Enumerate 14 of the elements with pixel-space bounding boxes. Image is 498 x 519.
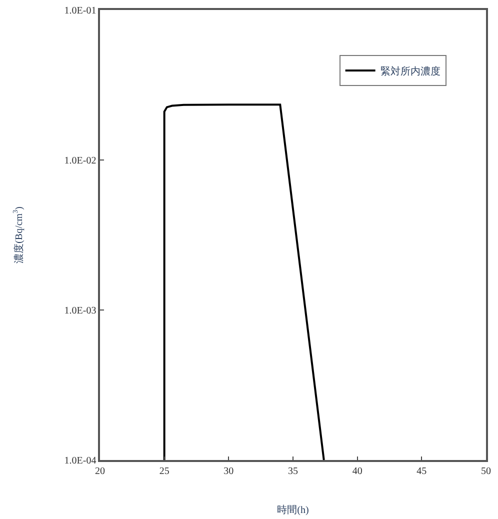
y-tick-label: 1.0E-03 (64, 306, 96, 316)
legend-label: 緊対所内濃度 (380, 65, 440, 78)
x-tick-label: 25 (159, 466, 170, 477)
x-tick-label: 40 (352, 466, 362, 477)
x-tick-label: 35 (288, 466, 298, 477)
y-tick-label: 1.0E-02 (64, 156, 96, 166)
y-tick-label: 1.0E-04 (64, 456, 96, 466)
x-tick-label: 50 (481, 466, 491, 477)
x-tick-label: 45 (416, 466, 427, 477)
y-tick-label: 1.0E-01 (64, 6, 96, 16)
x-tick-label: 30 (224, 466, 234, 477)
line-series (163, 104, 325, 460)
x-tick-label: 20 (95, 466, 105, 477)
x-axis-title: 時間(h) (277, 504, 309, 516)
